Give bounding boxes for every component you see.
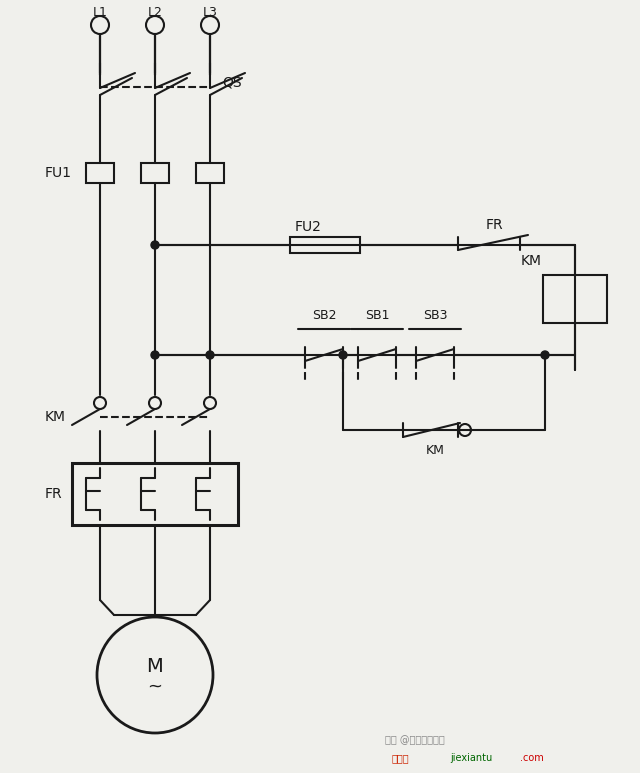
- Text: FR: FR: [485, 218, 503, 232]
- Circle shape: [151, 351, 159, 359]
- Text: M: M: [147, 658, 163, 676]
- Bar: [543, 275, 607, 323]
- Text: FU1: FU1: [45, 166, 72, 180]
- Bar: [196, 163, 224, 183]
- Text: FR: FR: [45, 487, 63, 501]
- Text: 知乎 @自动化研究站: 知乎 @自动化研究站: [385, 735, 445, 745]
- Circle shape: [151, 241, 159, 249]
- Text: KM: KM: [521, 254, 542, 268]
- Text: QS: QS: [222, 75, 242, 89]
- Text: SB3: SB3: [423, 308, 447, 322]
- Text: KM: KM: [426, 444, 444, 457]
- Text: .com: .com: [520, 753, 544, 763]
- Text: L1: L1: [93, 5, 108, 19]
- Text: L3: L3: [203, 5, 218, 19]
- Text: KM: KM: [45, 410, 66, 424]
- Bar: [141, 163, 169, 183]
- Text: jiexiantu: jiexiantu: [450, 753, 492, 763]
- Text: L2: L2: [148, 5, 163, 19]
- Circle shape: [541, 351, 549, 359]
- Text: SB1: SB1: [365, 308, 389, 322]
- Text: ~: ~: [147, 678, 163, 696]
- Bar: [86, 163, 114, 183]
- Circle shape: [206, 351, 214, 359]
- Bar: [290, 237, 360, 253]
- Circle shape: [339, 351, 347, 359]
- Text: 接线图: 接线图: [392, 753, 410, 763]
- Bar: [72, 463, 238, 525]
- Text: FU2: FU2: [295, 220, 322, 234]
- Text: SB2: SB2: [312, 308, 336, 322]
